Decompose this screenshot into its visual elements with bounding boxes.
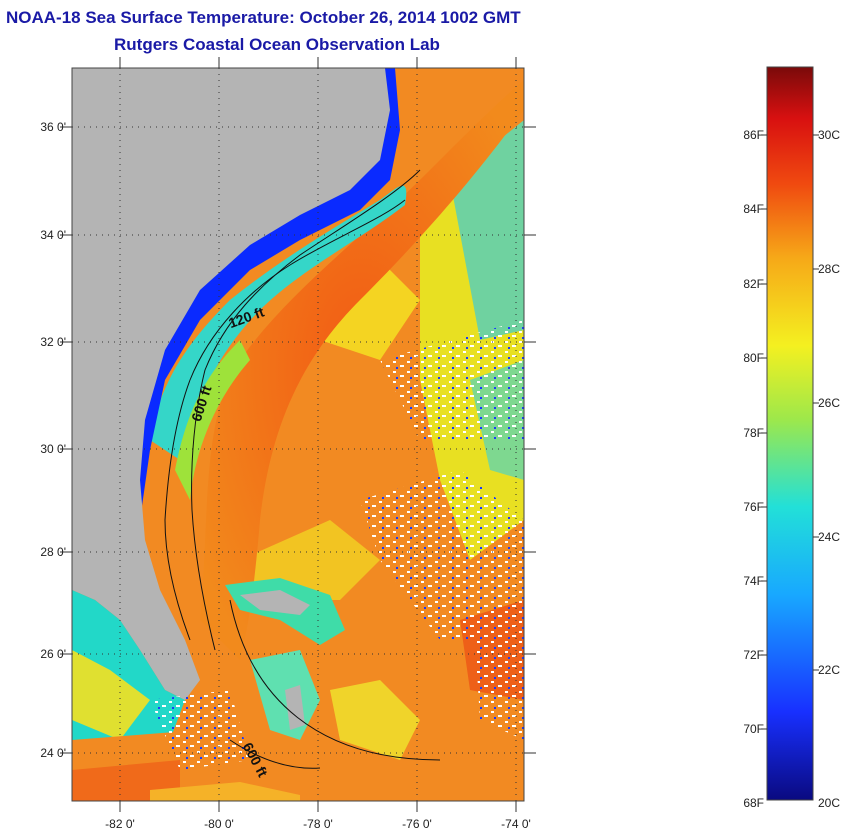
contour-600ft bbox=[191, 169, 421, 651]
lat-label-28: 28 0' bbox=[40, 545, 66, 559]
lon-label-80: -80 0' bbox=[204, 817, 234, 831]
contour-120ft bbox=[164, 199, 406, 641]
colorbar-label-20c: 20C bbox=[818, 796, 841, 810]
colorbar-label-30c: 30C bbox=[818, 128, 841, 142]
lon-label-76: -76 0' bbox=[402, 817, 432, 831]
map-title: NOAA-18 Sea Surface Temperature: October… bbox=[6, 8, 521, 27]
sst-imagery bbox=[72, 68, 524, 801]
colorbar-label-78f: 78F bbox=[743, 426, 764, 440]
lat-label-32: 32 0' bbox=[40, 335, 66, 349]
colorbar-label-86f: 86F bbox=[743, 128, 764, 142]
colorbar-label-74f: 74F bbox=[743, 574, 764, 588]
lat-label-30: 30 0' bbox=[40, 442, 66, 456]
colorbar-label-68f: 68F bbox=[743, 796, 764, 810]
axis-ticks bbox=[60, 57, 536, 812]
colorbar-label-70f: 70F bbox=[743, 722, 764, 736]
colorbar-label-76f: 76F bbox=[743, 500, 764, 514]
lon-label-78: -78 0' bbox=[303, 817, 333, 831]
colorbar-ticks bbox=[761, 134, 819, 730]
map-frame bbox=[71, 67, 525, 802]
colorbar-label-84f: 84F bbox=[743, 202, 764, 216]
colorbar bbox=[766, 66, 814, 801]
lat-label-24: 24 0' bbox=[40, 746, 66, 760]
lat-label-36: 36 0' bbox=[40, 120, 66, 134]
colorbar-label-72f: 72F bbox=[743, 648, 764, 662]
lat-label-34: 34 0' bbox=[40, 228, 66, 242]
colorbar-label-80f: 80F bbox=[743, 351, 764, 365]
colorbar-label-22c: 22C bbox=[818, 663, 841, 677]
lon-label-82: -82 0' bbox=[105, 817, 135, 831]
colorbar-label-82f: 82F bbox=[743, 277, 764, 291]
colorbar-label-24c: 24C bbox=[818, 530, 841, 544]
colorbar-label-28c: 28C bbox=[818, 262, 841, 276]
lon-label-74: -74 0' bbox=[501, 817, 531, 831]
map-subtitle: Rutgers Coastal Ocean Observation Lab bbox=[114, 35, 440, 54]
lat-label-26: 26 0' bbox=[40, 647, 66, 661]
colorbar-label-26c: 26C bbox=[818, 396, 841, 410]
